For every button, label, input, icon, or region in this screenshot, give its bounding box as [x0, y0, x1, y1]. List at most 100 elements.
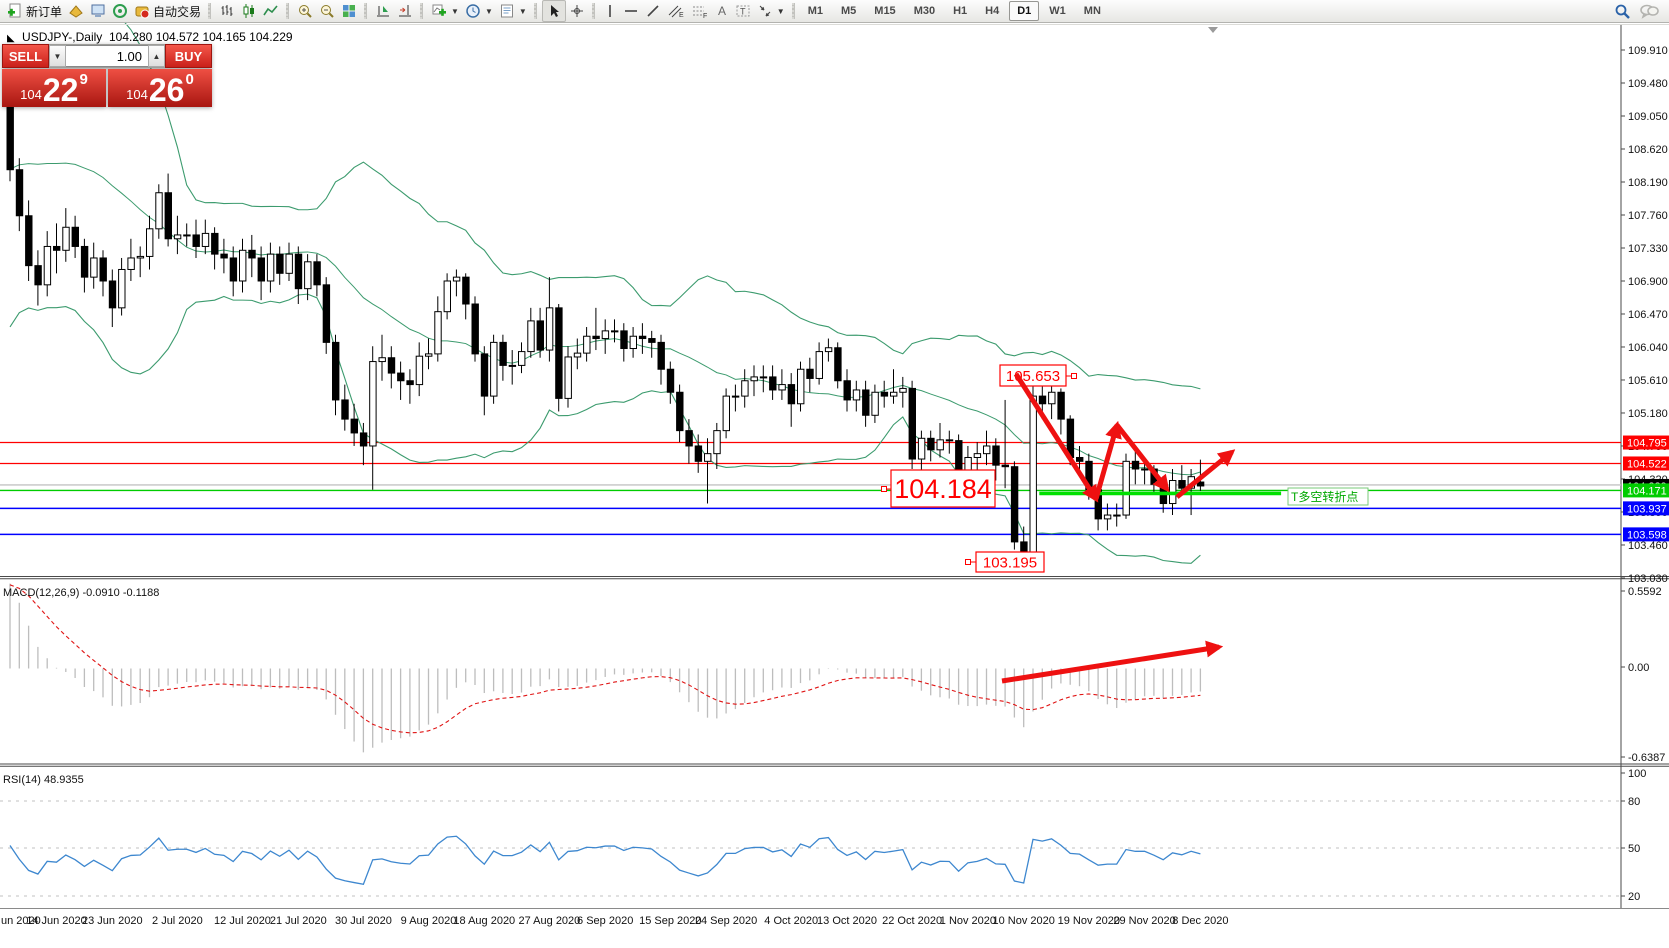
svg-text:F: F: [703, 13, 707, 19]
candle: [1113, 514, 1121, 517]
zoom-in-button[interactable]: [294, 1, 316, 21]
timeframe-button-M5[interactable]: M5: [841, 5, 857, 17]
volume-decrease-button[interactable]: ▼: [49, 45, 66, 67]
trend-arrow[interactable]: [1115, 423, 1170, 493]
auto-scroll-button[interactable]: [372, 1, 394, 21]
candle: [917, 437, 926, 460]
candle: [322, 284, 331, 343]
equidistant-channel-icon: E: [668, 5, 684, 19]
horizontal-lines-group[interactable]: [0, 441, 1621, 536]
trend-arrow[interactable]: [1093, 420, 1122, 500]
trend-arrow[interactable]: [1013, 372, 1099, 503]
candle: [592, 335, 600, 340]
trend-arrows-group[interactable]: [1013, 372, 1236, 503]
candle: [815, 351, 823, 379]
candle: [722, 395, 730, 432]
candle: [90, 257, 98, 278]
candle: [601, 330, 610, 340]
timeframe-button-M15[interactable]: M15: [874, 5, 896, 17]
one-click-trading-panel: SELL ▼ 1.00 ▲ BUY 104 22 9 104 26 0: [2, 44, 212, 107]
toolbar-separator: [208, 3, 212, 19]
autotrading-button[interactable]: 自动交易: [131, 1, 204, 21]
timeframe-button-M1[interactable]: M1: [807, 5, 823, 17]
templates-button[interactable]: ▼: [496, 1, 530, 21]
tile-windows-button[interactable]: [338, 1, 360, 21]
indicators-button[interactable]: ▼: [428, 1, 462, 21]
dropdown-caret-icon: ▼: [451, 6, 459, 16]
zoom-out-button[interactable]: [316, 1, 338, 21]
candle: [443, 280, 452, 313]
candle: [499, 341, 507, 366]
buy-button[interactable]: BUY: [165, 44, 212, 68]
candle: [471, 303, 479, 355]
timeframe-button-M30[interactable]: M30: [913, 5, 936, 17]
new-order-button[interactable]: 新订单: [4, 1, 65, 21]
timeframe-button-H4[interactable]: H4: [985, 5, 1000, 17]
candle: [1141, 468, 1149, 471]
price-annotation[interactable]: 103.195: [965, 551, 1045, 573]
chart-window-icon: ◣: [7, 33, 15, 44]
price-annotation[interactable]: 104.184: [881, 469, 996, 508]
periods-icon: [466, 4, 480, 18]
candle: [685, 430, 693, 447]
arrows-tool-button[interactable]: ▼: [754, 1, 788, 21]
sell-button[interactable]: SELL: [2, 44, 49, 68]
volume-input[interactable]: 1.00: [66, 45, 148, 67]
navigator-button[interactable]: [109, 1, 131, 21]
timeframe-button-H1[interactable]: H1: [953, 5, 968, 17]
macd-trend-arrow[interactable]: [1001, 640, 1224, 684]
vertical-line-tool-button[interactable]: [600, 1, 620, 21]
price-annotation-text: 104.184: [894, 474, 992, 504]
periods-button[interactable]: ▼: [462, 1, 496, 21]
chat-icon[interactable]: [1639, 3, 1659, 19]
search-icon[interactable]: [1614, 3, 1631, 20]
date-tick-label: 8 Dec 2020: [1172, 915, 1228, 927]
horizontal-line-tool-button[interactable]: [620, 1, 642, 21]
sell-price-button[interactable]: 104 22 9: [2, 69, 106, 107]
candle: [778, 384, 786, 391]
line-chart-button[interactable]: [260, 1, 282, 21]
macd-axis-label: -0.6387: [1628, 752, 1665, 764]
buy-price-pips: 26: [148, 72, 185, 108]
candle: [620, 330, 628, 350]
sell-price-base: 104: [20, 87, 42, 102]
candle: [257, 257, 266, 282]
timeframe-button-MN[interactable]: MN: [1083, 5, 1101, 17]
turning-point-label[interactable]: T多空转折点: [1287, 487, 1369, 506]
crosshair-tool-button[interactable]: [566, 1, 588, 21]
timeframe-button-D1[interactable]: D1: [1009, 1, 1040, 21]
trend-arrow[interactable]: [1175, 449, 1236, 499]
candle: [136, 255, 145, 259]
chart-shift-marker[interactable]: [1208, 27, 1218, 33]
toolbar-separator: [364, 3, 368, 19]
chart-shift-button[interactable]: [394, 1, 416, 21]
candle: [1103, 514, 1112, 520]
candle: [229, 257, 238, 282]
volume-increase-button[interactable]: ▲: [148, 45, 165, 67]
svg-text:104.171: 104.171: [1627, 485, 1667, 497]
timeframe-button-W1[interactable]: W1: [1049, 5, 1066, 17]
svg-text:103.937: 103.937: [1627, 503, 1667, 515]
fibonacci-tool-button[interactable]: F: [688, 1, 712, 21]
trendline-tool-button[interactable]: [642, 1, 664, 21]
new-chart-button[interactable]: [65, 1, 87, 21]
zoom-out-icon: [321, 5, 334, 18]
candlestick-button[interactable]: [238, 1, 260, 21]
candle: [983, 445, 991, 455]
candle: [220, 253, 228, 259]
price-annotation[interactable]: 105.653: [999, 364, 1077, 387]
buy-price-button[interactable]: 104 26 0: [108, 69, 212, 107]
equidistant-channel-tool-button[interactable]: E: [664, 1, 688, 21]
text-label-tool-button[interactable]: T: [732, 1, 754, 21]
fibonacci-icon: F: [692, 6, 707, 19]
cursor-tool-button[interactable]: [541, 0, 566, 22]
price-annotation-text: 105.653: [1006, 368, 1060, 385]
market-watch-button[interactable]: [87, 1, 109, 21]
price-tick-label: 109.050: [1628, 111, 1668, 123]
candle: [211, 232, 219, 255]
bar-chart-button[interactable]: [216, 1, 238, 21]
candle: [806, 368, 814, 379]
text-tool-button[interactable]: A: [712, 1, 732, 21]
